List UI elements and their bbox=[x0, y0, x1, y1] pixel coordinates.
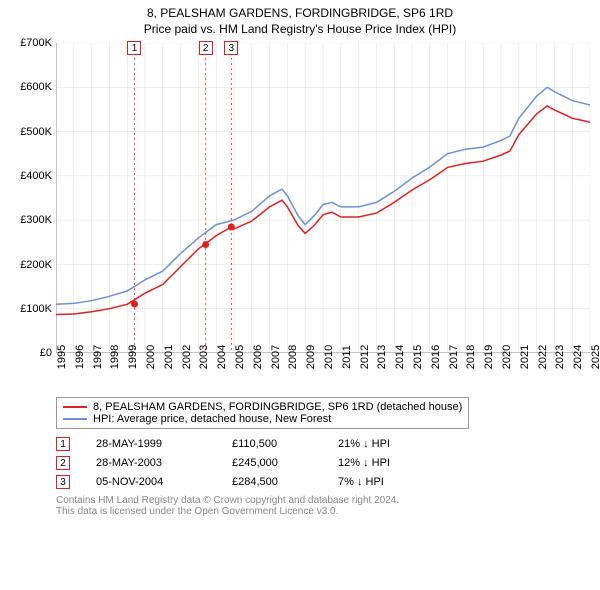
txn-date: 28-MAY-1999 bbox=[96, 438, 206, 450]
plot-svg bbox=[56, 43, 590, 353]
plot-area: 1 23 bbox=[56, 43, 590, 353]
x-tick-label: 2020 bbox=[501, 345, 513, 369]
y-axis: £0£100K£200K£300K£400K£500K£600K£700K bbox=[10, 43, 56, 353]
x-tick-label: 2018 bbox=[465, 345, 477, 369]
attribution-line-1: Contains HM Land Registry data © Crown c… bbox=[56, 495, 590, 506]
x-tick-label: 2005 bbox=[234, 345, 246, 369]
x-tick-label: 2011 bbox=[341, 345, 353, 369]
chart-area: £0£100K£200K£300K£400K£500K£600K£700K 12… bbox=[10, 43, 590, 393]
txn-price: £245,000 bbox=[232, 457, 312, 469]
txn-num: 1 bbox=[56, 437, 70, 451]
y-tick-label: £500K bbox=[20, 126, 52, 138]
x-tick-label: 2017 bbox=[448, 345, 460, 369]
chart-titles: 8, PEALSHAM GARDENS, FORDINGBRIDGE, SP6 … bbox=[10, 6, 590, 37]
x-tick-label: 2015 bbox=[412, 345, 424, 369]
attribution-line-2: This data is licensed under the Open Gov… bbox=[56, 506, 590, 517]
x-tick-label: 1996 bbox=[74, 345, 86, 369]
y-tick-label: £300K bbox=[20, 214, 52, 226]
attribution-block: Contains HM Land Registry data © Crown c… bbox=[56, 495, 590, 517]
chart-container: 8, PEALSHAM GARDENS, FORDINGBRIDGE, SP6 … bbox=[0, 0, 600, 521]
legend-swatch-property bbox=[63, 406, 87, 408]
txn-date: 28-MAY-2003 bbox=[96, 457, 206, 469]
title-line-1: 8, PEALSHAM GARDENS, FORDINGBRIDGE, SP6 … bbox=[10, 6, 590, 22]
x-tick-label: 2014 bbox=[394, 345, 406, 369]
legend-swatch-hpi bbox=[63, 418, 87, 420]
txn-pct: 21% ↓ HPI bbox=[338, 438, 418, 450]
txn-pct: 7% ↓ HPI bbox=[338, 476, 418, 488]
x-tick-label: 2003 bbox=[198, 345, 210, 369]
legend-label-property: 8, PEALSHAM GARDENS, FORDINGBRIDGE, SP6 … bbox=[93, 401, 462, 413]
x-tick-label: 2012 bbox=[359, 345, 371, 369]
y-tick-label: £700K bbox=[20, 37, 52, 49]
txn-marker-2: 2 bbox=[199, 41, 213, 55]
txn-row: 3 05-NOV-2004 £284,500 7% ↓ HPI bbox=[56, 475, 590, 489]
txn-num: 3 bbox=[56, 475, 70, 489]
x-tick-label: 2022 bbox=[537, 345, 549, 369]
x-tick-label: 2010 bbox=[323, 345, 335, 369]
x-tick-label: 2021 bbox=[519, 345, 531, 369]
x-tick-label: 2013 bbox=[376, 345, 388, 369]
txn-row: 2 28-MAY-2003 £245,000 12% ↓ HPI bbox=[56, 456, 590, 470]
legend-box: 8, PEALSHAM GARDENS, FORDINGBRIDGE, SP6 … bbox=[56, 397, 469, 429]
x-tick-label: 2025 bbox=[590, 345, 600, 369]
txn-row: 1 28-MAY-1999 £110,500 21% ↓ HPI bbox=[56, 437, 590, 451]
x-tick-label: 2002 bbox=[181, 345, 193, 369]
y-tick-label: £400K bbox=[20, 170, 52, 182]
x-tick-label: 2006 bbox=[252, 345, 264, 369]
txn-marker-3: 3 bbox=[224, 41, 238, 55]
legend-row-property: 8, PEALSHAM GARDENS, FORDINGBRIDGE, SP6 … bbox=[63, 401, 462, 413]
txn-date: 05-NOV-2004 bbox=[96, 476, 206, 488]
x-tick-label: 2008 bbox=[287, 345, 299, 369]
legend-row-hpi: HPI: Average price, detached house, New … bbox=[63, 413, 462, 425]
x-tick-label: 2000 bbox=[145, 345, 157, 369]
x-tick-label: 1999 bbox=[127, 345, 139, 369]
x-tick-label: 1997 bbox=[92, 345, 104, 369]
x-tick-label: 1995 bbox=[56, 345, 68, 369]
x-tick-label: 2004 bbox=[216, 345, 228, 369]
txn-marker-1: 1 bbox=[127, 41, 141, 55]
legend-label-hpi: HPI: Average price, detached house, New … bbox=[93, 413, 331, 425]
y-tick-label: £200K bbox=[20, 259, 52, 271]
y-tick-label: £600K bbox=[20, 81, 52, 93]
txn-price: £110,500 bbox=[232, 438, 312, 450]
x-tick-label: 2007 bbox=[270, 345, 282, 369]
title-line-2: Price paid vs. HM Land Registry's House … bbox=[10, 22, 590, 38]
x-tick-label: 1998 bbox=[109, 345, 121, 369]
x-tick-label: 2001 bbox=[163, 345, 175, 369]
transactions-table: 1 28-MAY-1999 £110,500 21% ↓ HPI 2 28-MAY-200… bbox=[56, 437, 590, 489]
x-tick-label: 2024 bbox=[572, 345, 584, 369]
x-tick-label: 2019 bbox=[483, 345, 495, 369]
txn-price: £284,500 bbox=[232, 476, 312, 488]
x-tick-label: 2023 bbox=[554, 345, 566, 369]
y-tick-label: £100K bbox=[20, 303, 52, 315]
txn-num: 2 bbox=[56, 456, 70, 470]
x-tick-label: 2009 bbox=[305, 345, 317, 369]
x-axis: 1995199619971998199920002001200220032004… bbox=[56, 353, 590, 393]
x-tick-label: 2016 bbox=[430, 345, 442, 369]
y-tick-label: £0 bbox=[40, 347, 52, 359]
txn-pct: 12% ↓ HPI bbox=[338, 457, 418, 469]
